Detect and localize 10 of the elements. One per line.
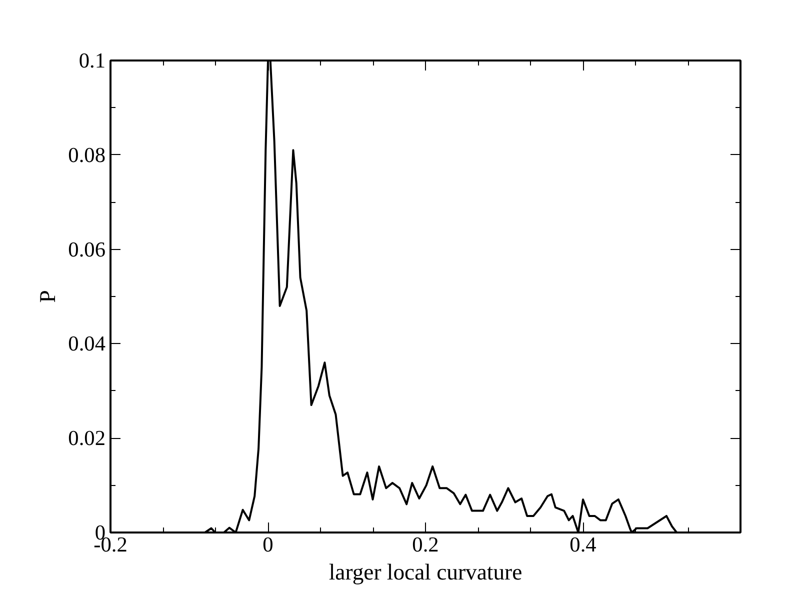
y-tick-label: 0.08: [68, 142, 106, 167]
y-tick-label: 0.02: [68, 426, 106, 450]
x-tick-label: 0: [262, 532, 274, 556]
y-tick-label: 0.04: [68, 332, 106, 356]
x-tick-label: 0.4: [570, 532, 597, 556]
y-tick-label: 0.06: [68, 237, 106, 262]
x-tick-label: 0.2: [412, 532, 439, 556]
y-axis-title: P: [35, 290, 60, 303]
y-tick-label: 0.1: [78, 48, 106, 72]
x-axis-title: larger local curvature: [328, 560, 522, 584]
